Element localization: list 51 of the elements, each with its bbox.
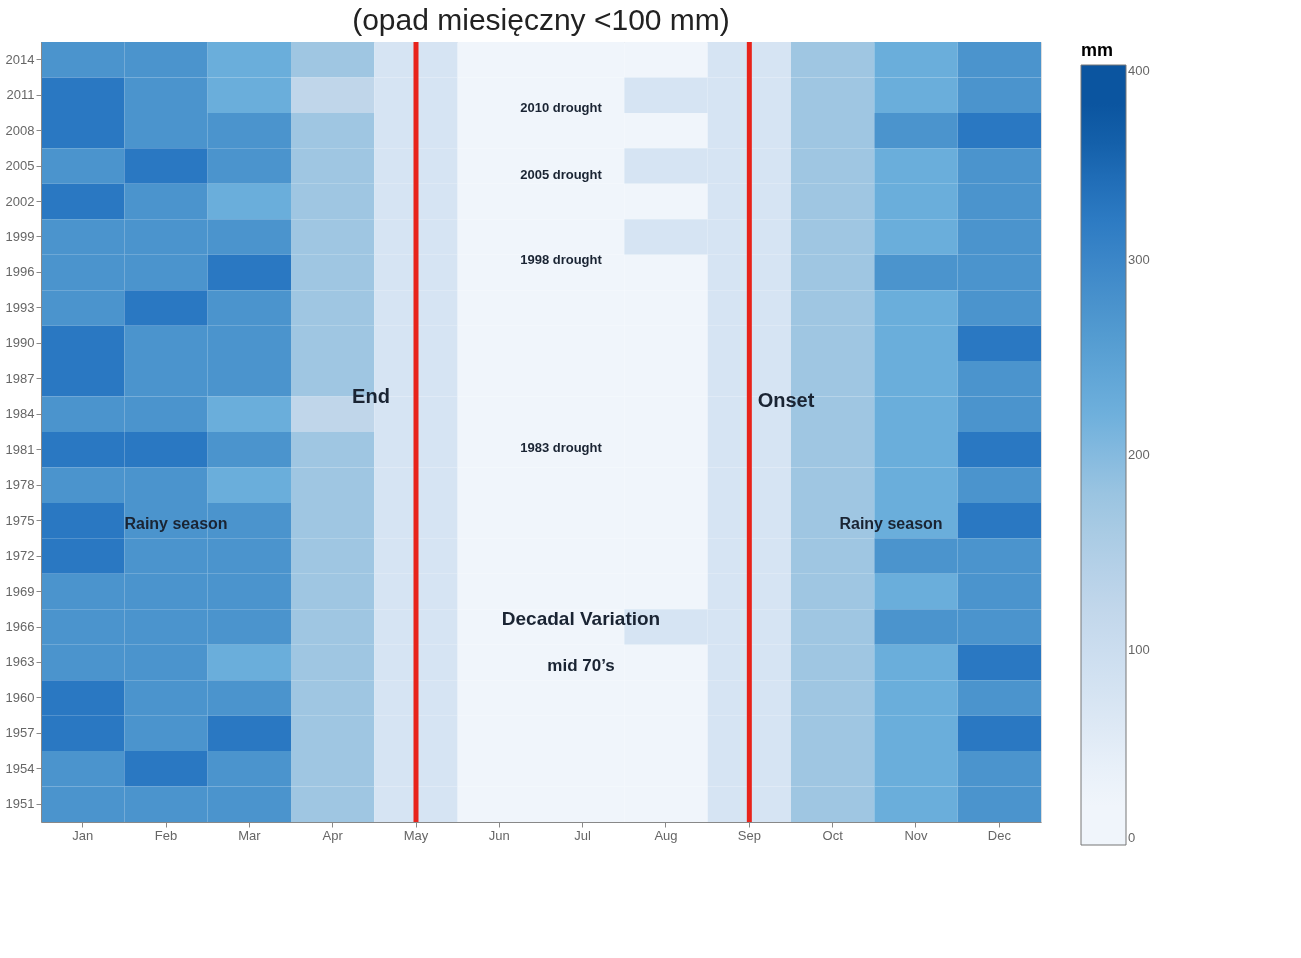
y-tick-label: 1987 (5, 370, 35, 386)
y-tick-label: 1954 (5, 760, 35, 776)
y-tick-label: 1975 (5, 512, 35, 528)
color-bar-label: 200 (1128, 447, 1150, 462)
annotation: 2005 drought (520, 166, 603, 182)
y-tick-label: 1999 (5, 229, 35, 244)
y-tick-label: 1960 (5, 689, 35, 705)
color-bar-label: 0 (1128, 830, 1136, 845)
x-tick-label: Mar (238, 827, 262, 843)
y-tick-label: 1984 (5, 406, 35, 422)
x-tick-label: Feb (154, 827, 178, 843)
x-tick-label: Dec (987, 827, 1012, 843)
annotation: Decadal Variation (501, 608, 661, 630)
x-tick-label: Apr (322, 827, 344, 843)
y-tick-label: 1996 (5, 264, 35, 280)
annotation: Rainy season (124, 515, 228, 533)
y-tick-label: 1963 (5, 654, 35, 670)
color-bar-label: 300 (1128, 252, 1150, 267)
y-tick-label: 1972 (5, 548, 35, 564)
y-tick-label: 2002 (5, 193, 35, 209)
x-tick-label: Jun (488, 827, 510, 843)
annotation: End (352, 384, 390, 407)
y-tick-label: 1993 (5, 299, 35, 315)
y-tick-label: 1981 (5, 441, 35, 457)
y-tick-label: 1978 (5, 477, 35, 493)
y-tick-label: 2011 (6, 87, 35, 103)
color-bar-label: 400 (1128, 63, 1150, 78)
x-tick-label: Oct (822, 827, 844, 843)
annotation: 1983 drought (520, 439, 603, 455)
y-tick-label: 2008 (5, 122, 35, 138)
y-tick-label: 1957 (5, 725, 35, 741)
x-tick-label: Aug (654, 827, 678, 843)
x-tick-label: Sep (737, 827, 761, 843)
y-tick-label: 2005 (5, 158, 35, 174)
x-tick-label: Nov (904, 827, 929, 843)
annotation: Rainy season (839, 515, 943, 533)
y-tick-label: 1966 (5, 619, 35, 634)
chart-title: (opad miesięczny <100 mm) (352, 2, 730, 36)
x-tick-label: May (403, 827, 429, 843)
y-tick-label: 1969 (5, 583, 35, 599)
x-tick-label: Jul (574, 827, 592, 843)
y-tick-label: 2014 (5, 51, 35, 67)
annotation: mid 70’s (547, 656, 615, 675)
y-tick-label: 1990 (5, 335, 35, 351)
color-bar-title: mm (1081, 40, 1114, 60)
color-bar-label: 100 (1128, 642, 1150, 657)
annotation: 2010 drought (520, 100, 603, 116)
x-tick-label: Jan (72, 827, 94, 843)
annotation: Onset (757, 388, 815, 411)
y-tick-label: 1951 (5, 796, 35, 812)
annotation: 1998 drought (520, 252, 603, 268)
